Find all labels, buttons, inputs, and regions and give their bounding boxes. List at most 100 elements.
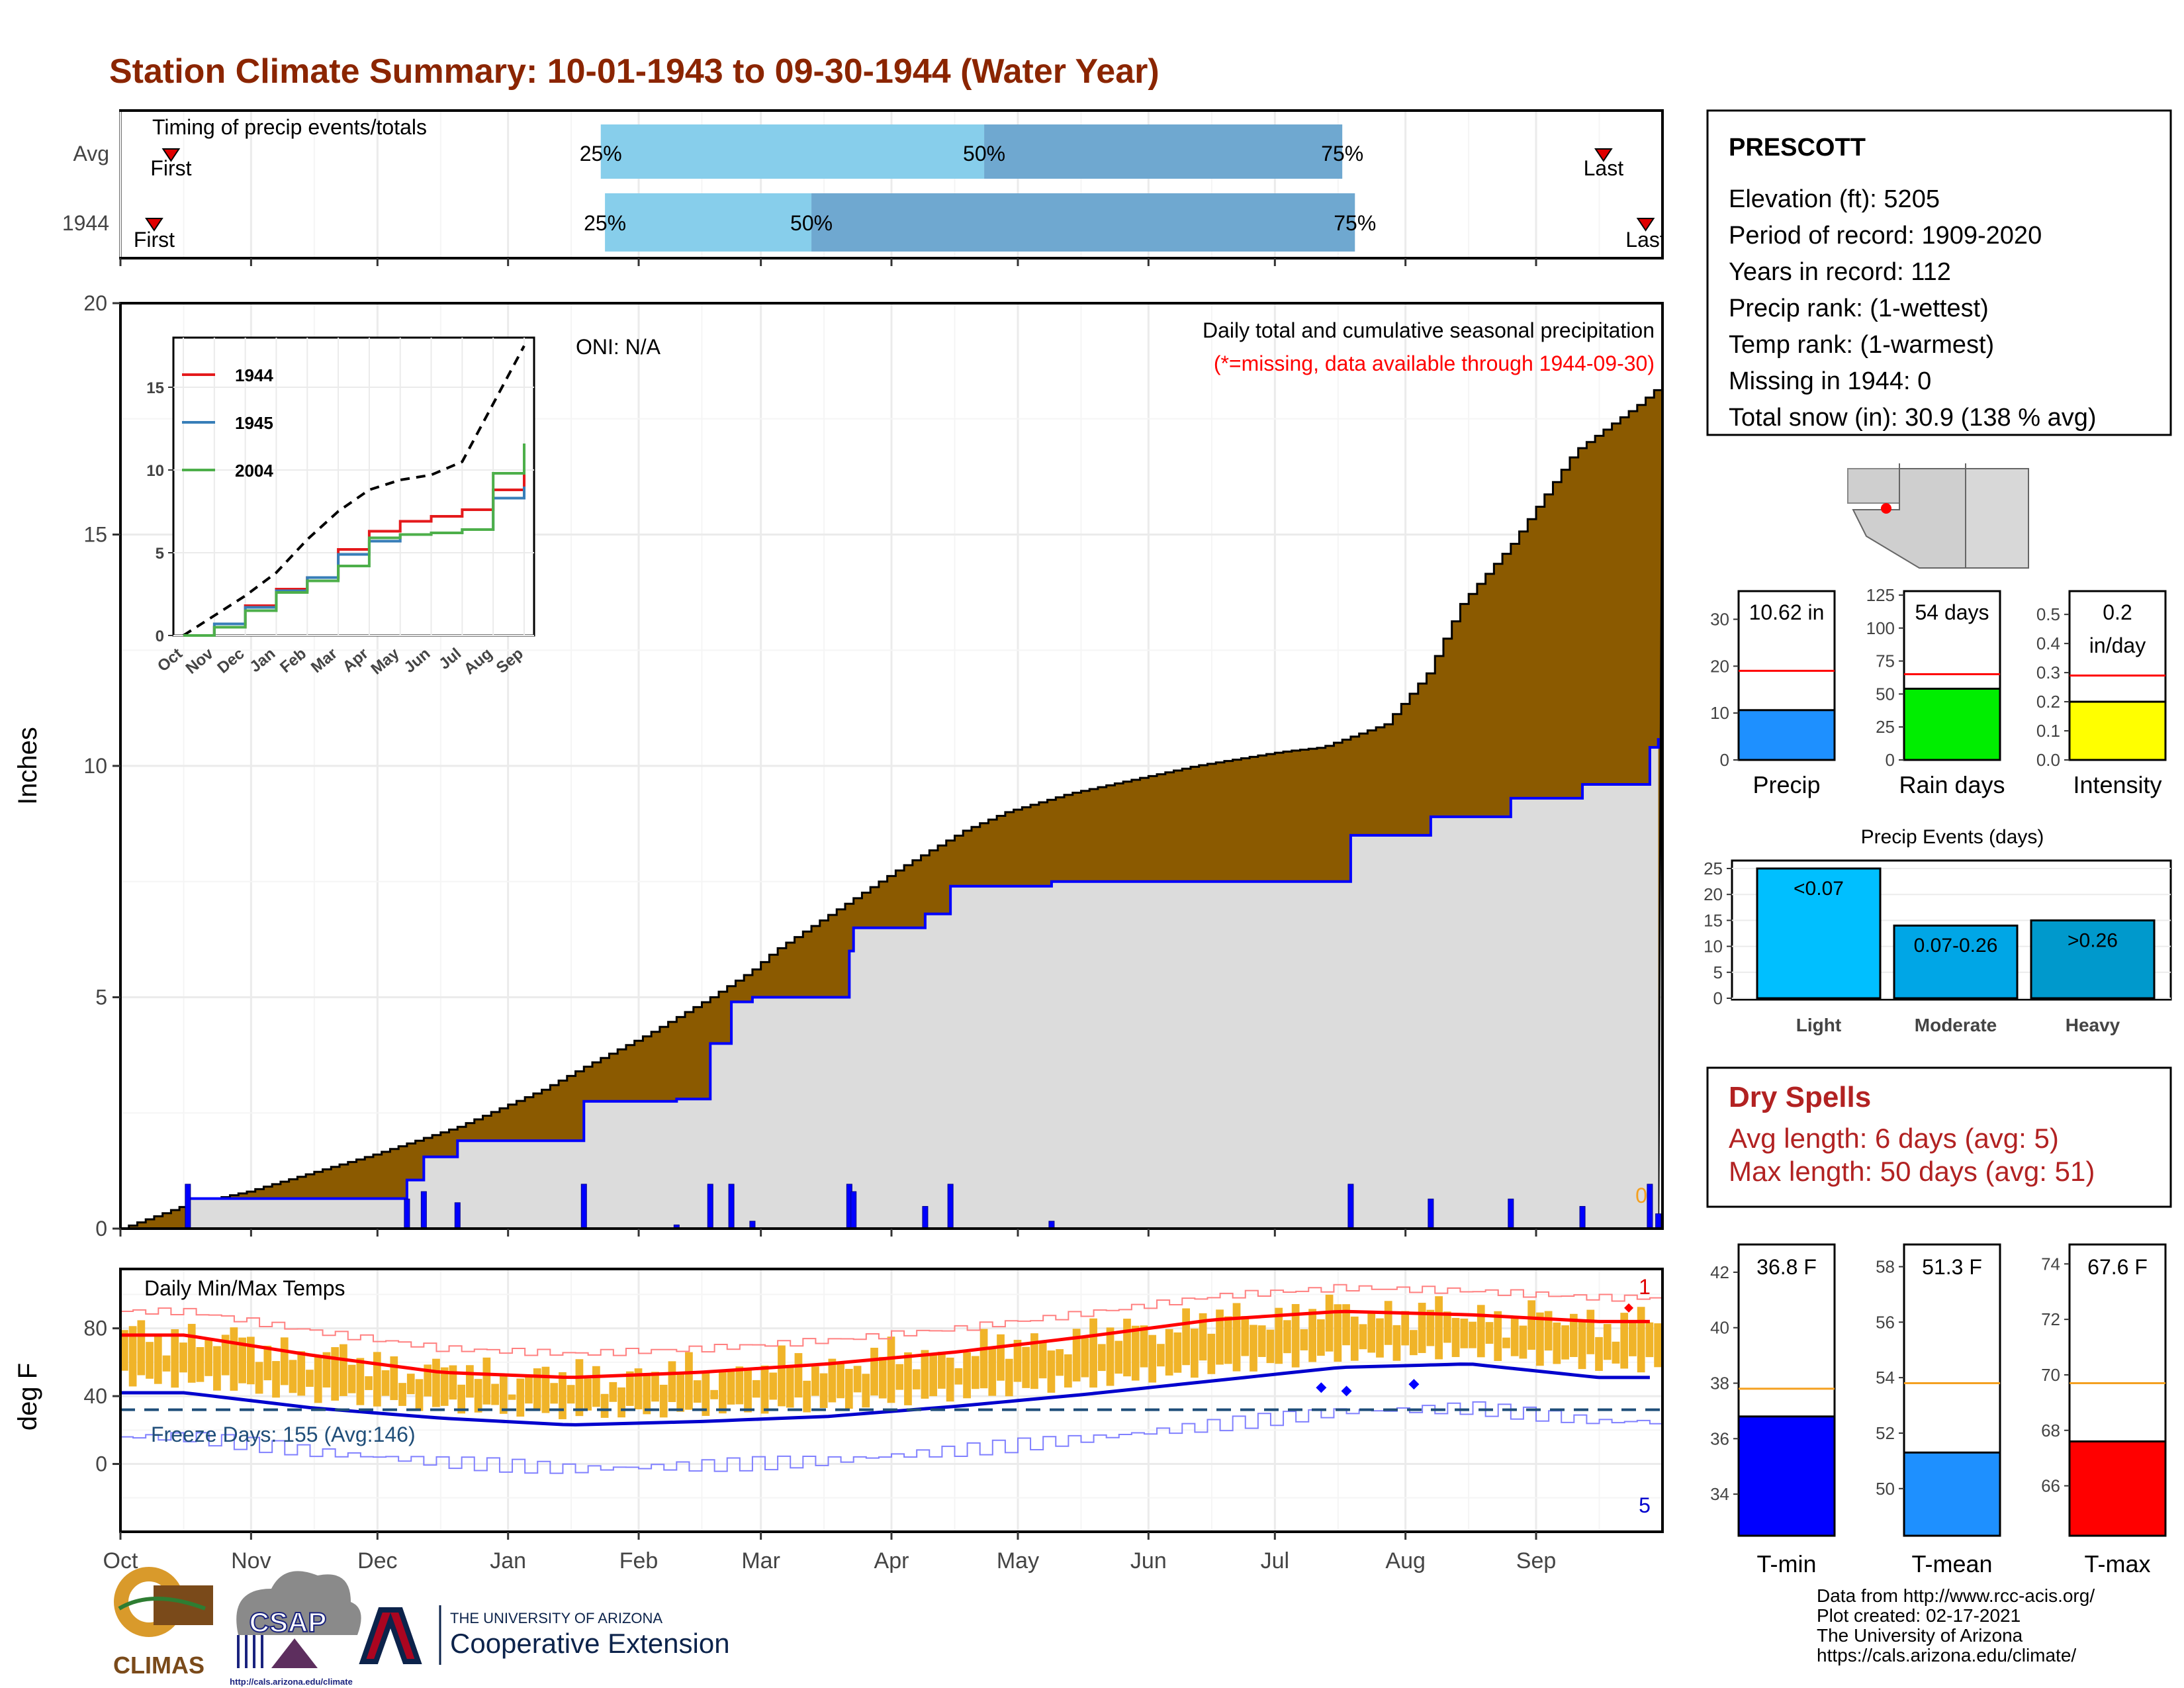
daily-temp-bar — [508, 1394, 516, 1400]
daily-temp-bar — [1241, 1316, 1250, 1356]
daily-precip-bar — [728, 1184, 735, 1229]
daily-temp-bar — [331, 1347, 340, 1401]
inset-y-ticks: 0 5 10 15 — [146, 379, 173, 645]
daily-temp-bar — [778, 1345, 786, 1407]
daily-temp-bar — [811, 1366, 819, 1396]
daily-precip-bar — [1347, 1184, 1354, 1229]
map-region-ca — [1847, 468, 1900, 504]
events-bars: <0.07 Light 0.07-0.26 Moderate >0.26 Heavy — [1756, 867, 2156, 1035]
daily-temp-bar — [1250, 1325, 1257, 1372]
daily-temp-bar — [347, 1364, 356, 1393]
climas-logo-swoosh — [118, 1597, 206, 1611]
temp-mini-value-T-min: 36.8 F — [1756, 1255, 1817, 1279]
daily-temp-bar — [1207, 1333, 1216, 1374]
temp-mini-name-T-max: T-max — [2084, 1550, 2150, 1577]
csap-logo: CSAP http://cals.arizona.edu/climate — [230, 1571, 361, 1687]
daily-temp-bar — [482, 1357, 491, 1405]
events-y-label-15: 15 — [1704, 910, 1723, 930]
events-bar-Moderate — [1893, 924, 2019, 1000]
events-category-Light: Light — [1796, 1015, 1841, 1035]
daily-temp-bar — [693, 1380, 702, 1403]
daily-temp-bar — [533, 1368, 541, 1411]
daily-temp-bar — [255, 1362, 263, 1394]
avg-q75-label: 75% — [1321, 142, 1363, 165]
events-category-Moderate: Moderate — [1915, 1015, 1997, 1035]
csap-logo-mountain — [271, 1638, 318, 1668]
daily-temp-bar — [1072, 1329, 1081, 1382]
daily-temp-bar — [1629, 1321, 1637, 1356]
temp-mini-y-label-T-mean: 58 — [1876, 1257, 1895, 1277]
daily-temp-bar — [272, 1361, 280, 1398]
daily-temp-bar — [1131, 1325, 1140, 1381]
climas-logo-text: CLIMAS — [113, 1652, 205, 1679]
daily-temp-bar — [1654, 1323, 1662, 1368]
page-title: Station Climate Summary: 10-01-1943 to 0… — [109, 52, 1160, 91]
events-bar-label-Moderate: 0.07-0.26 — [1914, 935, 1998, 957]
dry-spells-max: Max length: 50 days (avg: 51) — [1729, 1156, 2095, 1187]
daily-temp-bar — [373, 1352, 381, 1407]
temp-panel: Daily Min/Max Temps Freeze Days: 155 (Av… — [13, 1268, 1664, 1533]
inset-frame — [172, 336, 535, 637]
map-region-nm — [1965, 468, 2029, 569]
station-line-precip-rank: Precip rank: (1-wettest) — [1729, 295, 1989, 322]
daily-temp-bar — [1199, 1313, 1207, 1361]
daily-temp-bar — [137, 1320, 146, 1376]
daily-precip-bar — [947, 1184, 954, 1229]
daily-temp-bar — [600, 1393, 609, 1418]
daily-precip-bars — [185, 1184, 1662, 1229]
timing-bar-q1-q2-Avg — [600, 124, 985, 179]
mini-y-label-Precip: 20 — [1710, 656, 1729, 676]
csap-logo-text: CSAP — [250, 1607, 327, 1638]
daily-temp-bar — [196, 1347, 205, 1382]
events-title: Precip Events (days) — [1861, 826, 2044, 848]
daily-temp-bar — [1005, 1358, 1013, 1397]
daily-temp-bar — [457, 1384, 466, 1414]
daily-temp-bar — [238, 1337, 246, 1383]
mini-y-label-Rain days: 75 — [1876, 651, 1895, 671]
daily-temp-bar — [559, 1372, 567, 1419]
temp-mini-y-label-T-mean: 54 — [1876, 1368, 1895, 1387]
events-category-Heavy: Heavy — [2066, 1015, 2120, 1035]
missing-count: 0 — [1635, 1184, 1647, 1207]
daily-temp-bar — [1595, 1336, 1603, 1371]
daily-temp-bar — [120, 1330, 128, 1371]
daily-precip-bar — [185, 1184, 191, 1229]
daily-temp-bar — [929, 1354, 938, 1397]
inset-legend: 1944 1945 2004 — [182, 365, 273, 481]
daily-temp-bar — [979, 1329, 988, 1389]
oni-label: ONI: N/A — [576, 335, 661, 359]
inset-y-tick-label-10: 10 — [146, 462, 164, 480]
temp-mini-bar-T-max — [2068, 1440, 2167, 1537]
daily-precip-bar — [1428, 1198, 1434, 1229]
record-low-marker — [1341, 1385, 1352, 1397]
daily-temp-bar — [322, 1352, 331, 1388]
ua-logo-big-text: Cooperative Extension — [450, 1628, 730, 1659]
credit-line-data: Data from http://www.rcc-acis.org/ — [1817, 1585, 2095, 1606]
station-line-snow: Total snow (in): 30.9 (138 % avg) — [1729, 404, 2097, 432]
year-cumulative-line — [120, 738, 1660, 1230]
daily-temp-bar — [1038, 1341, 1047, 1379]
record-high-line — [120, 1284, 1662, 1356]
temp-mini-bar-T-mean — [1903, 1451, 2001, 1537]
month-label-Apr: Apr — [874, 1548, 909, 1573]
station-box — [1706, 109, 2172, 436]
daily-precip-bar — [404, 1198, 410, 1229]
daily-temp-bar — [1030, 1333, 1038, 1389]
daily-temp-bar — [432, 1358, 440, 1407]
daily-precip-bar — [580, 1184, 587, 1229]
timing-bar-q1-q2-1944 — [605, 193, 812, 252]
dry-spells-box — [1706, 1066, 2172, 1208]
daily-temp-bar — [1342, 1304, 1350, 1346]
daily-temp-bar — [1148, 1335, 1157, 1383]
month-label-Oct: Oct — [103, 1548, 138, 1573]
record-low-marker — [1316, 1382, 1327, 1393]
daily-temp-bar — [1182, 1308, 1190, 1366]
daily-temp-bar — [997, 1334, 1005, 1381]
avg-min-line — [120, 1362, 1650, 1427]
mini-y-label-Intensity: 0.0 — [2036, 750, 2060, 770]
avg-last-marker — [1594, 148, 1613, 162]
daily-temp-bar — [1553, 1322, 1561, 1364]
daily-temp-bar — [938, 1352, 946, 1389]
month-label-Feb: Feb — [619, 1548, 659, 1573]
daily-temp-bar — [786, 1365, 794, 1408]
